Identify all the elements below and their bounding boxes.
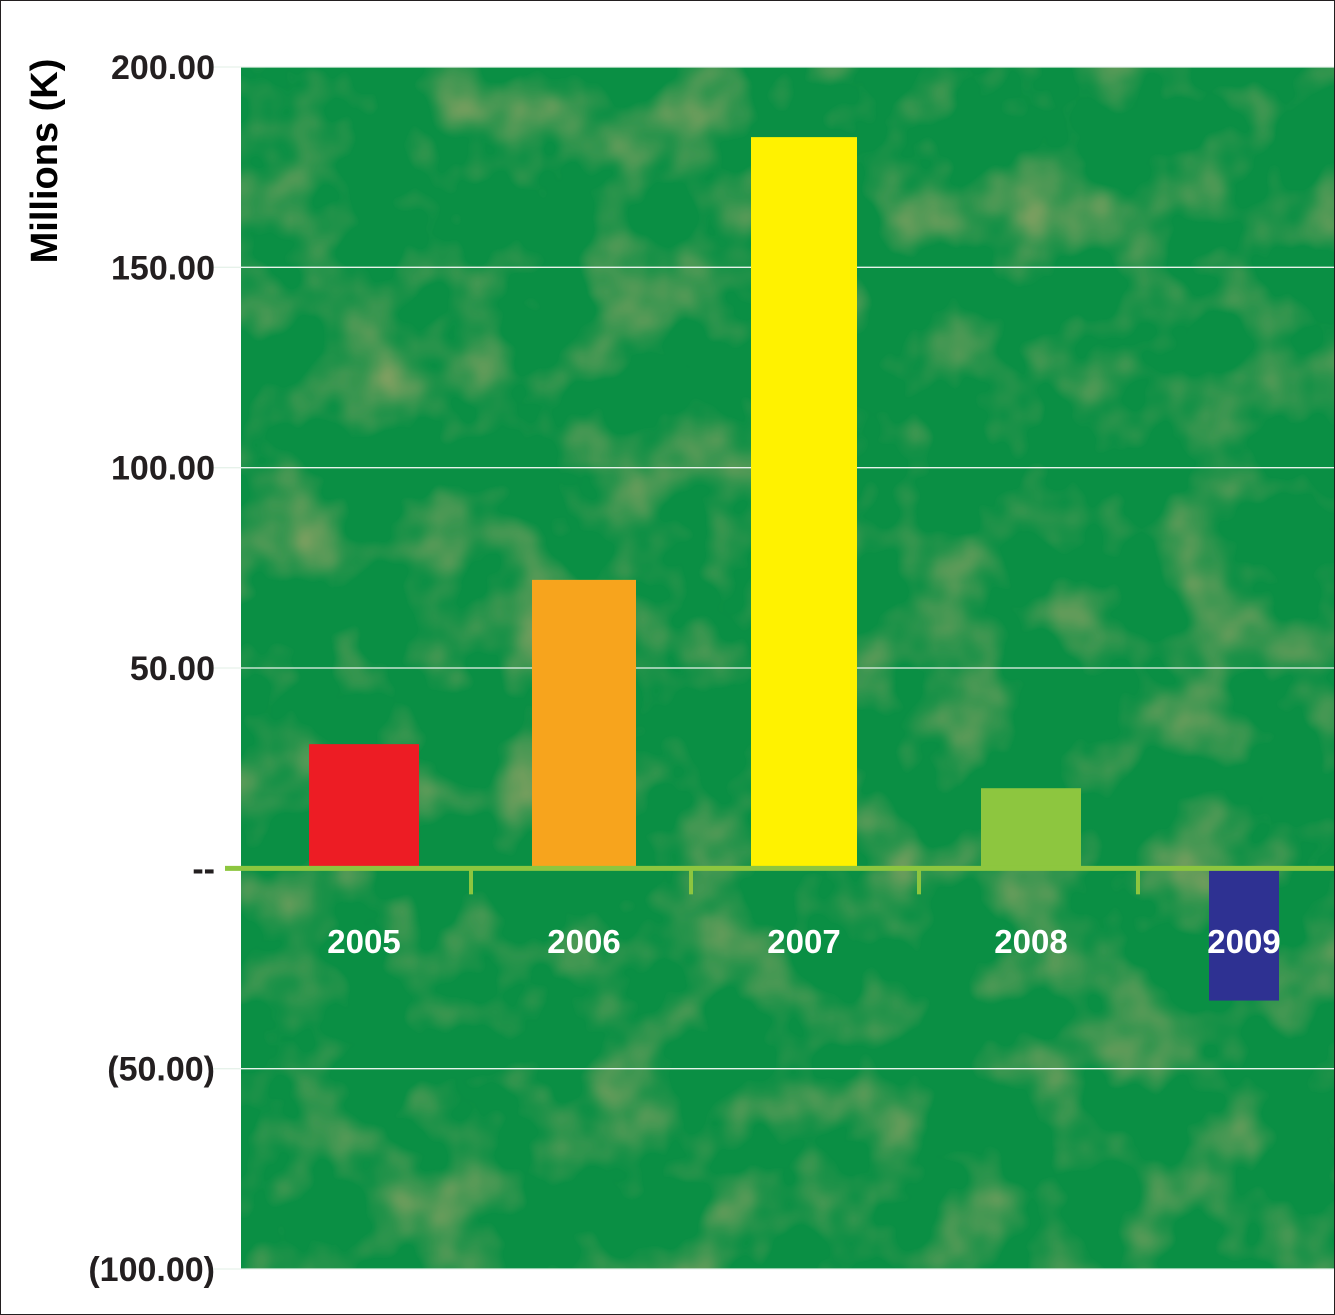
y-tick-label: (100.00) xyxy=(88,1251,215,1289)
x-axis xyxy=(225,865,1334,895)
x-category-label: 2008 xyxy=(994,923,1067,960)
y-tick-label: -- xyxy=(192,850,215,888)
x-category-label: 2006 xyxy=(547,923,620,960)
y-tick-label: 100.00 xyxy=(111,450,215,488)
x-category-label: 2005 xyxy=(327,923,400,960)
x-category-label: 2009 xyxy=(1207,923,1280,960)
x-axis-category-labels: 2005 2006 2007 2008 2009 xyxy=(327,923,1280,960)
bars xyxy=(309,137,1279,1001)
bar-2008 xyxy=(981,788,1081,869)
bar-2005 xyxy=(309,744,419,869)
bar-2009 xyxy=(1209,868,1279,1001)
y-tick-label: 150.00 xyxy=(111,249,215,287)
y-tick-label: 200.00 xyxy=(111,49,215,87)
x-category-label: 2007 xyxy=(767,923,840,960)
y-axis-label: Millions (K) xyxy=(24,59,66,264)
y-axis-tick-labels: 200.00 150.00 100.00 50.00 -- (50.00) (100.00) xyxy=(88,49,215,1289)
bar-2007 xyxy=(751,137,857,869)
bar-2006 xyxy=(532,579,636,869)
y-tick-label: 50.00 xyxy=(130,650,215,688)
y-tick-label: (50.00) xyxy=(107,1051,215,1089)
